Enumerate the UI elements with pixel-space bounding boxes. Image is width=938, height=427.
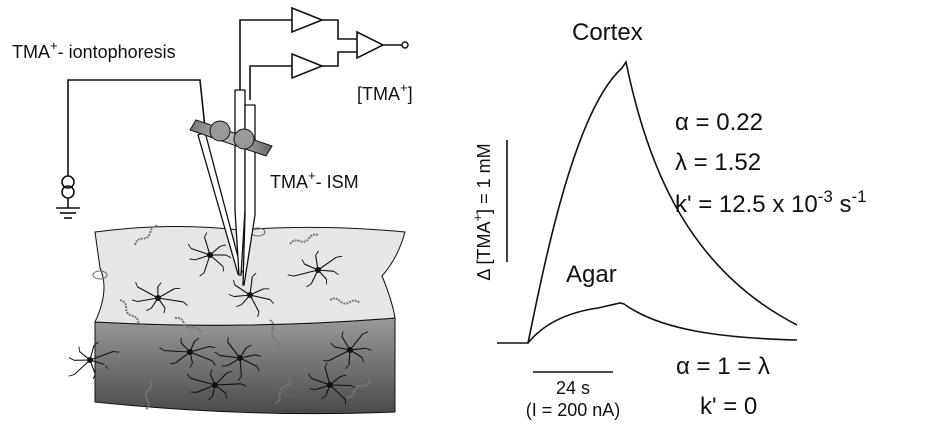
figure: TMA+- iontophoresis [TMA+] TMA+- ISM Cor… <box>0 0 938 427</box>
current-label: (I = 200 nA) <box>526 400 621 420</box>
label-part: TMA <box>270 172 308 192</box>
neuron-part <box>113 352 119 353</box>
neuron-part <box>327 382 333 388</box>
label-part: -3 <box>818 187 833 206</box>
tissue-side <box>95 318 395 414</box>
cortex-k: k' = 12.5 x 10-3 s-1 <box>675 187 867 218</box>
agar-alpha-lambda: α = 1 = λ <box>676 353 770 380</box>
neuron-part <box>87 357 93 363</box>
neuron-part <box>212 382 218 388</box>
label-part: k' = 12.5 x 10 <box>675 191 818 218</box>
agar-trace <box>528 303 797 343</box>
x-scale-label: 24 s <box>556 378 590 398</box>
neuron-part <box>347 347 353 353</box>
iontophoresis-label: TMA+- iontophoresis <box>12 38 176 62</box>
neuron-part <box>79 347 80 352</box>
neuron-part <box>74 360 90 375</box>
neuron-part <box>187 349 193 355</box>
output-label: [TMA+] <box>357 80 413 104</box>
neuron-part <box>155 295 161 301</box>
label-part: - ISM <box>316 172 359 192</box>
label-part: TMA <box>12 42 50 62</box>
neuron-part <box>222 365 228 366</box>
label-part: s <box>833 191 852 218</box>
cortex-lambda: λ = 1.52 <box>675 149 761 176</box>
agar-label: Agar <box>566 261 617 288</box>
neuron-part <box>237 355 243 361</box>
label-part: [TMA <box>357 84 400 104</box>
neuron-part <box>69 358 74 361</box>
agar-k: k' = 0 <box>700 393 757 420</box>
neuron-part <box>247 292 253 298</box>
ism-label: TMA+- ISM <box>270 168 359 192</box>
cortex-alpha: α = 0.22 <box>675 109 763 136</box>
neuron-part <box>69 375 75 377</box>
label-part: - iontophoresis <box>58 42 176 62</box>
label-part: + <box>50 38 58 53</box>
y-scale-label: Δ [TMA+] = 1 mM <box>470 143 494 280</box>
label-part: -1 <box>851 187 866 206</box>
label-part: + <box>400 80 408 95</box>
neuron-part <box>228 337 229 342</box>
label-part: ] <box>408 84 413 104</box>
neuron-part <box>315 267 321 273</box>
label-part: ] = 1 mM <box>474 143 494 214</box>
cortex-label: Cortex <box>572 19 643 46</box>
label-part: + <box>308 168 316 183</box>
label-part: + <box>470 214 485 222</box>
neuron-part <box>207 252 213 258</box>
current-source <box>56 80 205 218</box>
label-part: Δ [TMA <box>474 222 494 281</box>
